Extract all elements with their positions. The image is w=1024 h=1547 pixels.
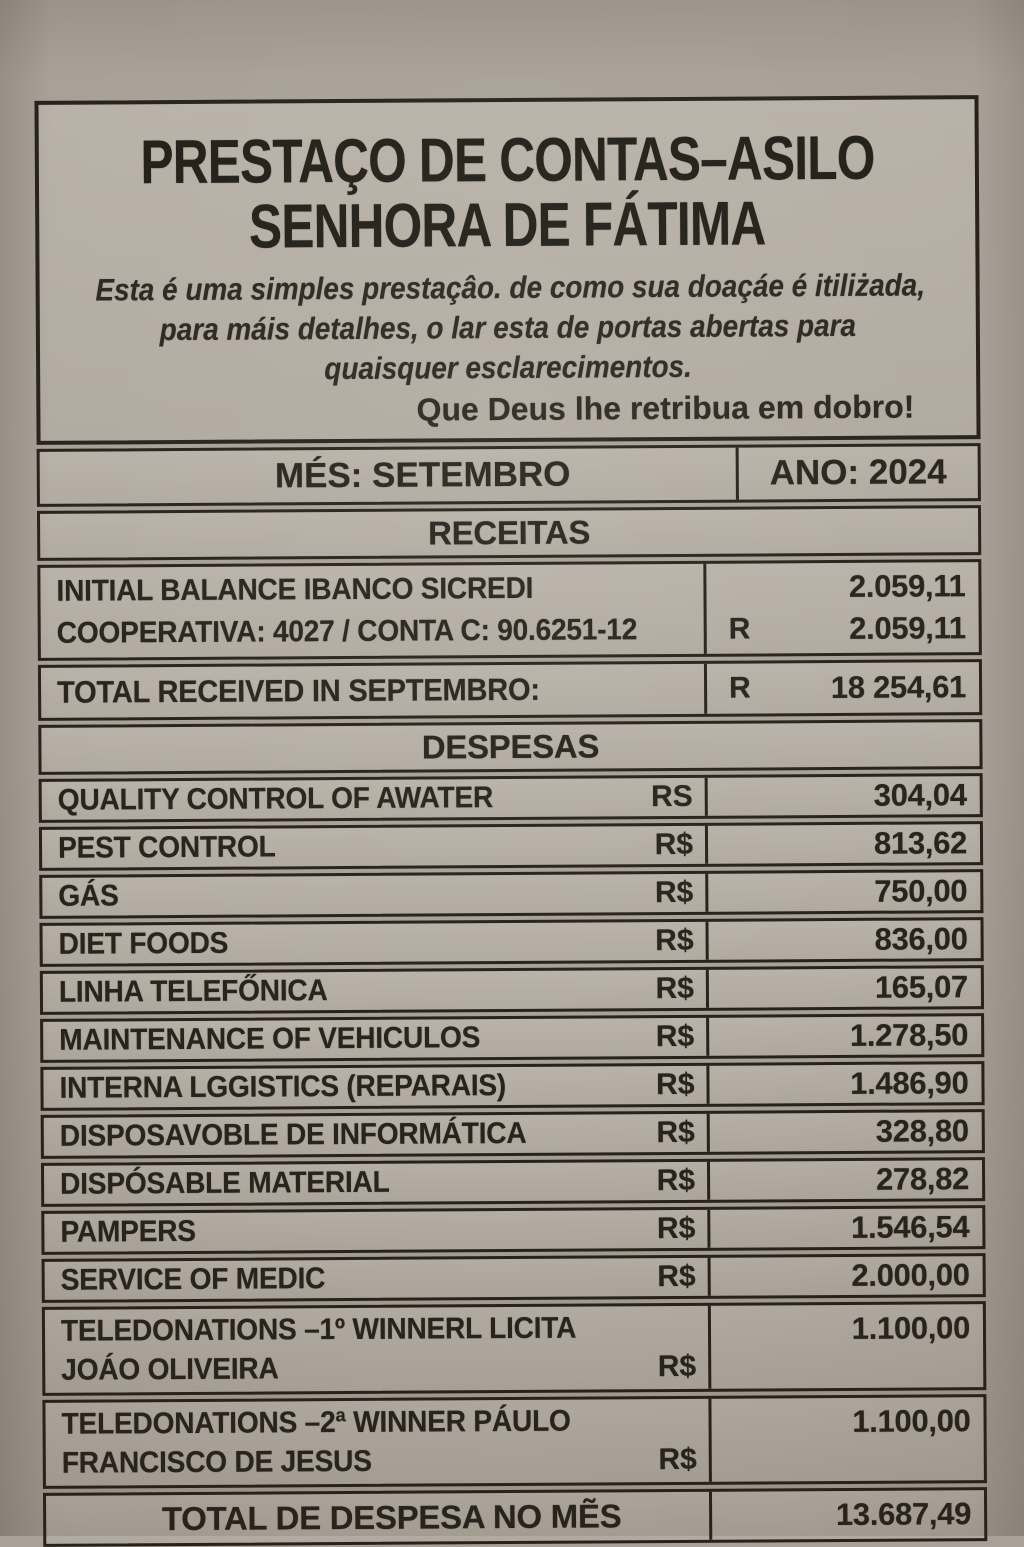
currency-symbol: R$: [654, 875, 694, 910]
period-row: MÉS: SETEMBRO ANO: 2024: [36, 443, 981, 507]
currency-symbol: R: [728, 671, 751, 705]
statement-header-block: PRESTAÇO DE CONTAS–ASILO SENHORA DE FÁTI…: [34, 95, 981, 445]
total-received-label-cell: TOTAL RECEIVED IN SEPTEMBRO:: [40, 663, 708, 718]
expense-label-cell: DIET FOODS R$: [42, 921, 709, 964]
amount-value: 1.100,00: [851, 1310, 971, 1346]
expense-label-cell: MAINTENANCE OF VEHICULOS R$: [43, 1017, 710, 1060]
despesas-section-header: DESPESAS: [38, 719, 983, 775]
currency-symbol: R$: [656, 1115, 695, 1150]
row-label-line2: COOPERATIVA: 4027 / CONTA C: 90.6251-12: [56, 612, 638, 650]
currency-symbol: R$: [655, 971, 694, 1006]
amount-value: 2.059,11: [848, 568, 966, 604]
currency-symbol: R: [728, 612, 751, 646]
intro-paragraph: Esta é uma simples prestaçâo. de como su…: [50, 265, 967, 391]
intro-line: para máis detalhes, o lar esta de portas…: [159, 307, 857, 348]
blessing-line: Que Deus lhe retribua em dobro!: [416, 388, 915, 428]
amount-value: 1.546,54: [850, 1209, 970, 1245]
amount-value: 2.000,00: [851, 1257, 970, 1293]
expense-row: DISPOSAVOBLE DE INFORMÁTICA R$ 328,80: [40, 1109, 985, 1159]
expenses-total-label-cell: TOTAL DE DESPESA NO MẼS: [45, 1491, 713, 1544]
initial-balance-amounts: 2.059,11 R 2.059,11: [706, 562, 979, 654]
expense-row: MAINTENANCE OF VEHICULOS R$ 1.278,50: [40, 1013, 985, 1063]
expense-row: GÁS R$ 750,00: [39, 869, 984, 919]
initial-balance-row: INITIAL BALANCE IBANCO SICREDI COOPERATI…: [37, 559, 982, 661]
expense-row: DISPÓSABLE MATERIAL R$ 278,82: [40, 1157, 986, 1207]
expense-label-cell: GÁS R$: [42, 873, 709, 916]
amount-value: 18 254,61: [830, 669, 967, 706]
row-label: TOTAL RECEIVED IN SEPTEMBRO:: [56, 671, 540, 710]
statement-title-line2: SENHORA DE FÁTIMA: [248, 189, 766, 262]
currency-symbol: R$: [656, 1163, 696, 1198]
expense-label: INTERNA LGGISTICS (REPARAIS): [59, 1069, 507, 1105]
total-received-amount-cell: R 18 254,61: [707, 662, 979, 714]
currency-symbol: RS: [650, 779, 693, 814]
currency-symbol: R$: [655, 1019, 695, 1054]
expense-label-line1: TELEDONATIONS –1º WINNERL LICITA: [60, 1311, 577, 1348]
accountability-sheet: PRESTAÇO DE CONTAS–ASILO SENHORA DE FÁTI…: [34, 95, 988, 1547]
expense-row: DIET FOODS R$ 836,00: [39, 917, 984, 967]
amount-value: 1.100,00: [852, 1403, 971, 1439]
amount-value: 304,04: [873, 777, 967, 813]
currency-symbol: R$: [657, 1349, 697, 1384]
expense-label-cell: PAMPERS R$: [44, 1209, 711, 1252]
amount-value: 813,62: [873, 825, 968, 861]
teledonation-label-cell: TELEDONATIONS –1º WINNERL LICITA JOÁO OL…: [44, 1305, 712, 1393]
teledonation-row: TELEDONATIONS –2ª WINNER PÁULO FRANCISCO…: [42, 1394, 987, 1489]
expense-row: INTERNA LGGISTICS (REPARAIS) R$ 1.486,90: [40, 1061, 985, 1111]
expenses-total-value: 13.687,49: [835, 1496, 972, 1533]
month-cell: MÉS: SETEMBRO: [39, 447, 739, 504]
expense-label-line2: JOÁO OLIVEIRA: [61, 1352, 279, 1387]
expense-label-cell: QUALITY CONTROL OF AWATER RS: [41, 777, 708, 820]
expense-label: MAINTENANCE OF VEHICULOS: [59, 1021, 481, 1057]
expense-label-cell: SERVICE OF MEDIC R$: [44, 1257, 711, 1300]
expense-label: SERVICE OF MEDIC: [60, 1262, 326, 1297]
currency-symbol: R$: [657, 1259, 696, 1294]
intro-line: quaisquer esclarecimentos.: [324, 348, 692, 387]
expense-label-cell: DISPÓSABLE MATERIAL R$: [43, 1161, 711, 1204]
expense-label-cell: DISPOSAVOBLE DE INFORMÁTICA R$: [43, 1113, 710, 1156]
intro-line: Esta é uma simples prestaçâo. de como su…: [95, 267, 926, 308]
expense-row: PEST CONTROL R$ 813,62: [38, 821, 984, 871]
currency-symbol: R$: [658, 1442, 697, 1477]
expense-label: DISPOSAVOBLE DE INFORMÁTICA: [59, 1116, 527, 1153]
amount-value: 278,82: [875, 1161, 970, 1197]
currency-symbol: R$: [656, 1211, 696, 1246]
expense-row: SERVICE OF MEDIC R$ 2.000,00: [41, 1253, 986, 1303]
expense-label: DIET FOODS: [58, 926, 229, 961]
expense-label-cell: LINHA TELEFŐNICA R$: [42, 969, 709, 1012]
expense-label-line2: FRANCISCO DE JESUS: [61, 1444, 372, 1480]
row-label-line1: INITIAL BALANCE IBANCO SICREDI: [56, 572, 534, 609]
expense-label: PAMPERS: [60, 1214, 196, 1249]
expense-row: LINHA TELEFŐNICA R$ 165,07: [39, 965, 985, 1015]
amount-value: 750,00: [874, 873, 968, 909]
expenses-total-label: TOTAL DE DESPESA NO MẼS: [161, 1497, 622, 1538]
expense-label: DISPÓSABLE MATERIAL: [59, 1165, 390, 1201]
amount-value: 1.278,50: [849, 1017, 969, 1053]
expense-label: GÁS: [58, 879, 119, 913]
expense-label-cell: INTERNA LGGISTICS (REPARAIS) R$: [43, 1065, 710, 1108]
amount-value: 1.486,90: [850, 1065, 969, 1101]
expenses-total-row: TOTAL DE DESPESA NO MẼS 13.687,49: [42, 1487, 988, 1547]
teledonation-label-cell: TELEDONATIONS –2ª WINNER PÁULO FRANCISCO…: [45, 1398, 712, 1486]
expense-label: PEST CONTROL: [57, 830, 276, 865]
statement-title-line1: PRESTAÇO DE CONTAS–ASILO: [140, 123, 875, 198]
currency-symbol: R$: [655, 923, 694, 958]
amount-value: 2.059,11: [849, 610, 966, 646]
amount-value: 328,80: [875, 1113, 969, 1149]
receitas-section-header: RECEITAS: [36, 505, 982, 561]
currency-symbol: R$: [654, 827, 694, 862]
amount-value: 165,07: [874, 969, 969, 1005]
total-received-row: TOTAL RECEIVED IN SEPTEMBRO: R 18 254,61: [37, 659, 983, 721]
expense-row: PAMPERS R$ 1.546,54: [41, 1205, 986, 1255]
currency-symbol: R$: [656, 1067, 695, 1102]
expense-label-line1: TELEDONATIONS –2ª WINNER PÁULO: [61, 1404, 571, 1441]
expense-label: QUALITY CONTROL OF AWATER: [57, 781, 494, 817]
year-cell: ANO: 2024: [769, 452, 947, 493]
amount-value: 836,00: [874, 921, 968, 957]
expense-label: LINHA TELEFŐNICA: [58, 974, 328, 1009]
initial-balance-label: INITIAL BALANCE IBANCO SICREDI COOPERATI…: [40, 563, 707, 658]
expense-row: QUALITY CONTROL OF AWATER RS 304,04: [38, 773, 983, 823]
expense-label-cell: PEST CONTROL R$: [41, 825, 709, 868]
teledonation-row: TELEDONATIONS –1º WINNERL LICITA JOÁO OL…: [41, 1301, 987, 1396]
